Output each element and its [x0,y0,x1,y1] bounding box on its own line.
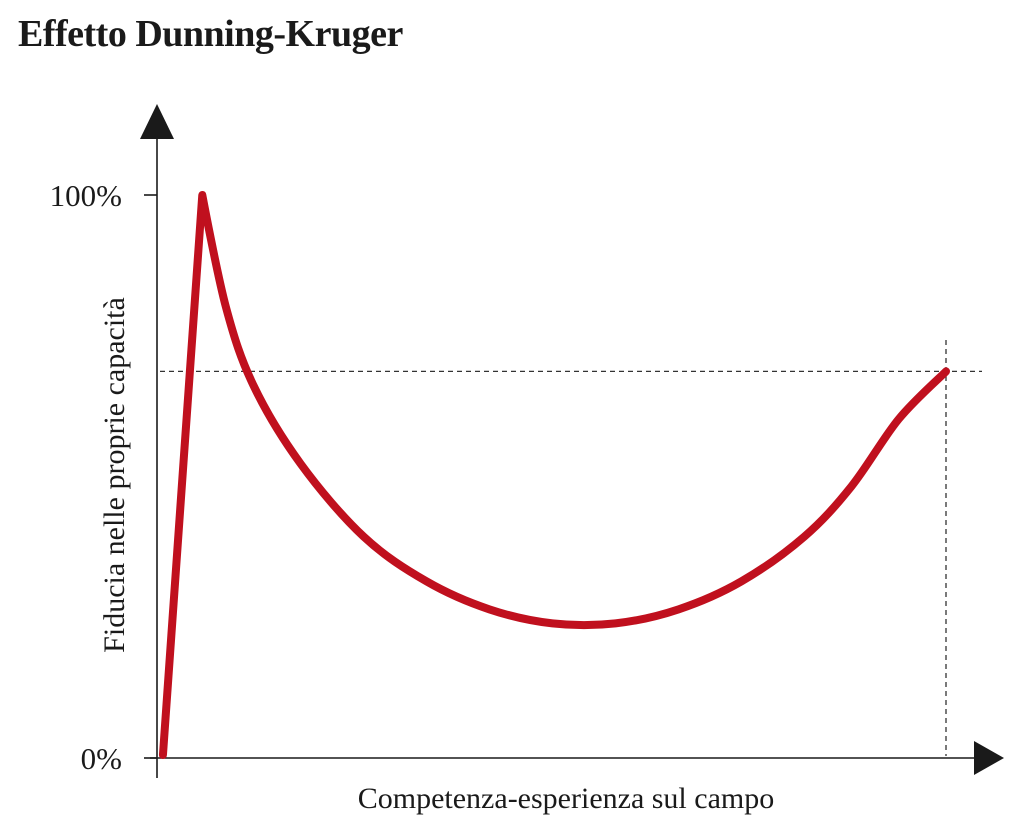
y-tick-label: 0% [81,741,122,776]
y-tick-label: 100% [50,178,122,213]
x-axis-arrow-icon [974,741,1004,775]
confidence-curve [158,191,950,759]
y-axis-label: Fiducia nelle proprie capacità [98,297,131,653]
y-axis-arrow-icon [140,104,174,139]
series-group [158,191,950,759]
y-ticks: 0% 100% [50,178,157,776]
x-axis-label: Competenza-esperienza sul campo [358,782,774,815]
chart-title: Effetto Dunning-Kruger [18,13,403,55]
reference-lines [160,340,982,756]
